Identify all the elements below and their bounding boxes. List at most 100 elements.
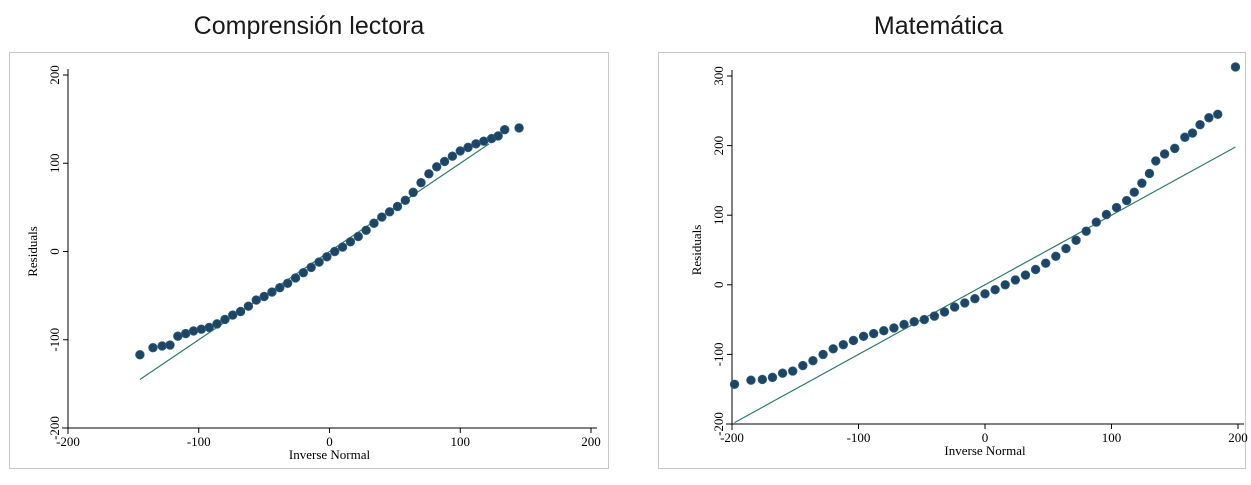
data-point-right [1129, 187, 1139, 197]
data-point-left [361, 225, 371, 236]
data-point-right [838, 339, 849, 350]
data-point-left [282, 278, 293, 288]
data-point-left [424, 169, 434, 179]
data-point-left [416, 177, 426, 188]
data-point-left [463, 142, 473, 153]
data-point-right [990, 284, 1000, 295]
data-point-left [180, 328, 191, 339]
data-point-left [353, 231, 363, 242]
data-point-right [1144, 168, 1155, 179]
data-point-right [757, 374, 768, 385]
y-tick-label-right: 0 [711, 282, 726, 289]
data-point-right [777, 368, 788, 378]
x-tick-label-left: 100 [451, 434, 471, 449]
y-tick-label-right: 300 [711, 66, 726, 86]
x-axis-title-right: Inverse Normal [944, 443, 1026, 458]
data-point-right [1121, 195, 1132, 206]
data-point-left [400, 195, 411, 206]
data-point-left [220, 314, 230, 325]
data-point-left [493, 131, 503, 141]
reference-line-right [734, 146, 1236, 424]
data-point-right [1000, 280, 1010, 290]
data-point-right [868, 328, 879, 339]
data-point-left [196, 324, 207, 334]
plot-frame-left: -200 -100 0 100 200 -200 -100 0 100 200 Inverse No… [9, 52, 609, 469]
x-tick-label-left: 0 [326, 434, 333, 449]
data-point-right [879, 326, 889, 336]
data-point-right [1061, 243, 1071, 254]
y-tick-label-left: -200 [47, 416, 62, 440]
data-point-right [1170, 143, 1180, 154]
x-tick-label-right: -200 [720, 430, 744, 445]
data-point-left [384, 207, 395, 217]
data-point-right [729, 379, 740, 390]
data-point-right [1091, 217, 1102, 227]
data-point-right [1041, 258, 1051, 268]
data-point-right [808, 355, 818, 366]
data-point-right [1213, 109, 1223, 119]
data-point-left [369, 218, 379, 228]
data-point-left [235, 306, 246, 317]
data-point-left [345, 237, 356, 247]
data-point-right [1081, 226, 1091, 236]
data-point-right [1159, 149, 1170, 159]
data-point-left [392, 201, 403, 212]
qq-plot-left: -200 -100 0 100 200 -200 -100 0 100 200 Inverse No… [25, 65, 601, 462]
y-tick-label-right: -100 [711, 342, 726, 366]
y-tick-label-left: 0 [47, 248, 62, 255]
data-point-right [909, 316, 919, 327]
x-tick-label-left: -200 [56, 434, 80, 449]
data-point-left [188, 326, 199, 336]
y-tick-label-left: 100 [47, 154, 62, 174]
data-point-right [788, 366, 798, 376]
data-point-left [306, 262, 316, 273]
plot-frame-right: -200 -100 0 100 200 -200 -100 0 100 200 300 Inverse… [658, 52, 1248, 469]
data-point-right [746, 375, 756, 385]
qq-plot-right: -200 -100 0 100 200 -200 -100 0 100 200 300 Inverse… [689, 62, 1248, 458]
x-tick-label-right: 100 [1102, 430, 1122, 445]
data-point-left [314, 257, 324, 267]
y-tick-label-right: 100 [711, 205, 726, 225]
data-point-left [432, 162, 442, 172]
data-point-left [455, 146, 465, 156]
data-point-left [322, 252, 332, 262]
data-point-right [949, 302, 960, 312]
data-point-right [1137, 178, 1147, 188]
data-point-right [1204, 113, 1214, 123]
data-point-right [1101, 209, 1112, 220]
data-point-left [290, 273, 301, 283]
data-point-right [848, 335, 859, 346]
data-point-left [330, 246, 340, 257]
data-point-left [259, 291, 269, 302]
data-point-right [1195, 120, 1205, 130]
data-point-left [135, 350, 145, 360]
data-point-right [1030, 264, 1041, 275]
y-tick-label-left: 200 [47, 65, 62, 85]
data-point-left [267, 287, 277, 297]
data-point-right [1230, 62, 1241, 72]
x-tick-label-left: -100 [187, 434, 211, 449]
x-tick-label-right: 200 [1228, 430, 1248, 445]
data-point-left [447, 151, 458, 161]
y-axis-title-left: Residuals [25, 226, 40, 277]
y-tick-label-right: -200 [711, 412, 726, 436]
x-tick-label-right: -100 [847, 430, 871, 445]
data-point-left [228, 310, 238, 320]
data-point-left [243, 301, 254, 311]
data-point-right [929, 311, 940, 321]
y-tick-label-right: 200 [711, 136, 726, 156]
data-point-left [471, 139, 481, 149]
data-point-right [818, 349, 828, 360]
data-point-right [828, 344, 838, 354]
data-point-right [1180, 132, 1190, 142]
data-point-right [1020, 270, 1031, 280]
data-point-left [212, 319, 222, 329]
chart-title-left: Comprensión lectora [193, 12, 425, 40]
data-point-right [960, 298, 970, 308]
data-point-right [1111, 202, 1122, 213]
data-point-right [798, 360, 808, 371]
chart-panel-right: Matemática -200 -100 0 100 200 -200 -100 0 100 20… [626, 0, 1251, 485]
data-point-left [408, 187, 418, 198]
data-point-left [148, 342, 158, 353]
y-axis-title-right: Residuals [689, 225, 704, 276]
